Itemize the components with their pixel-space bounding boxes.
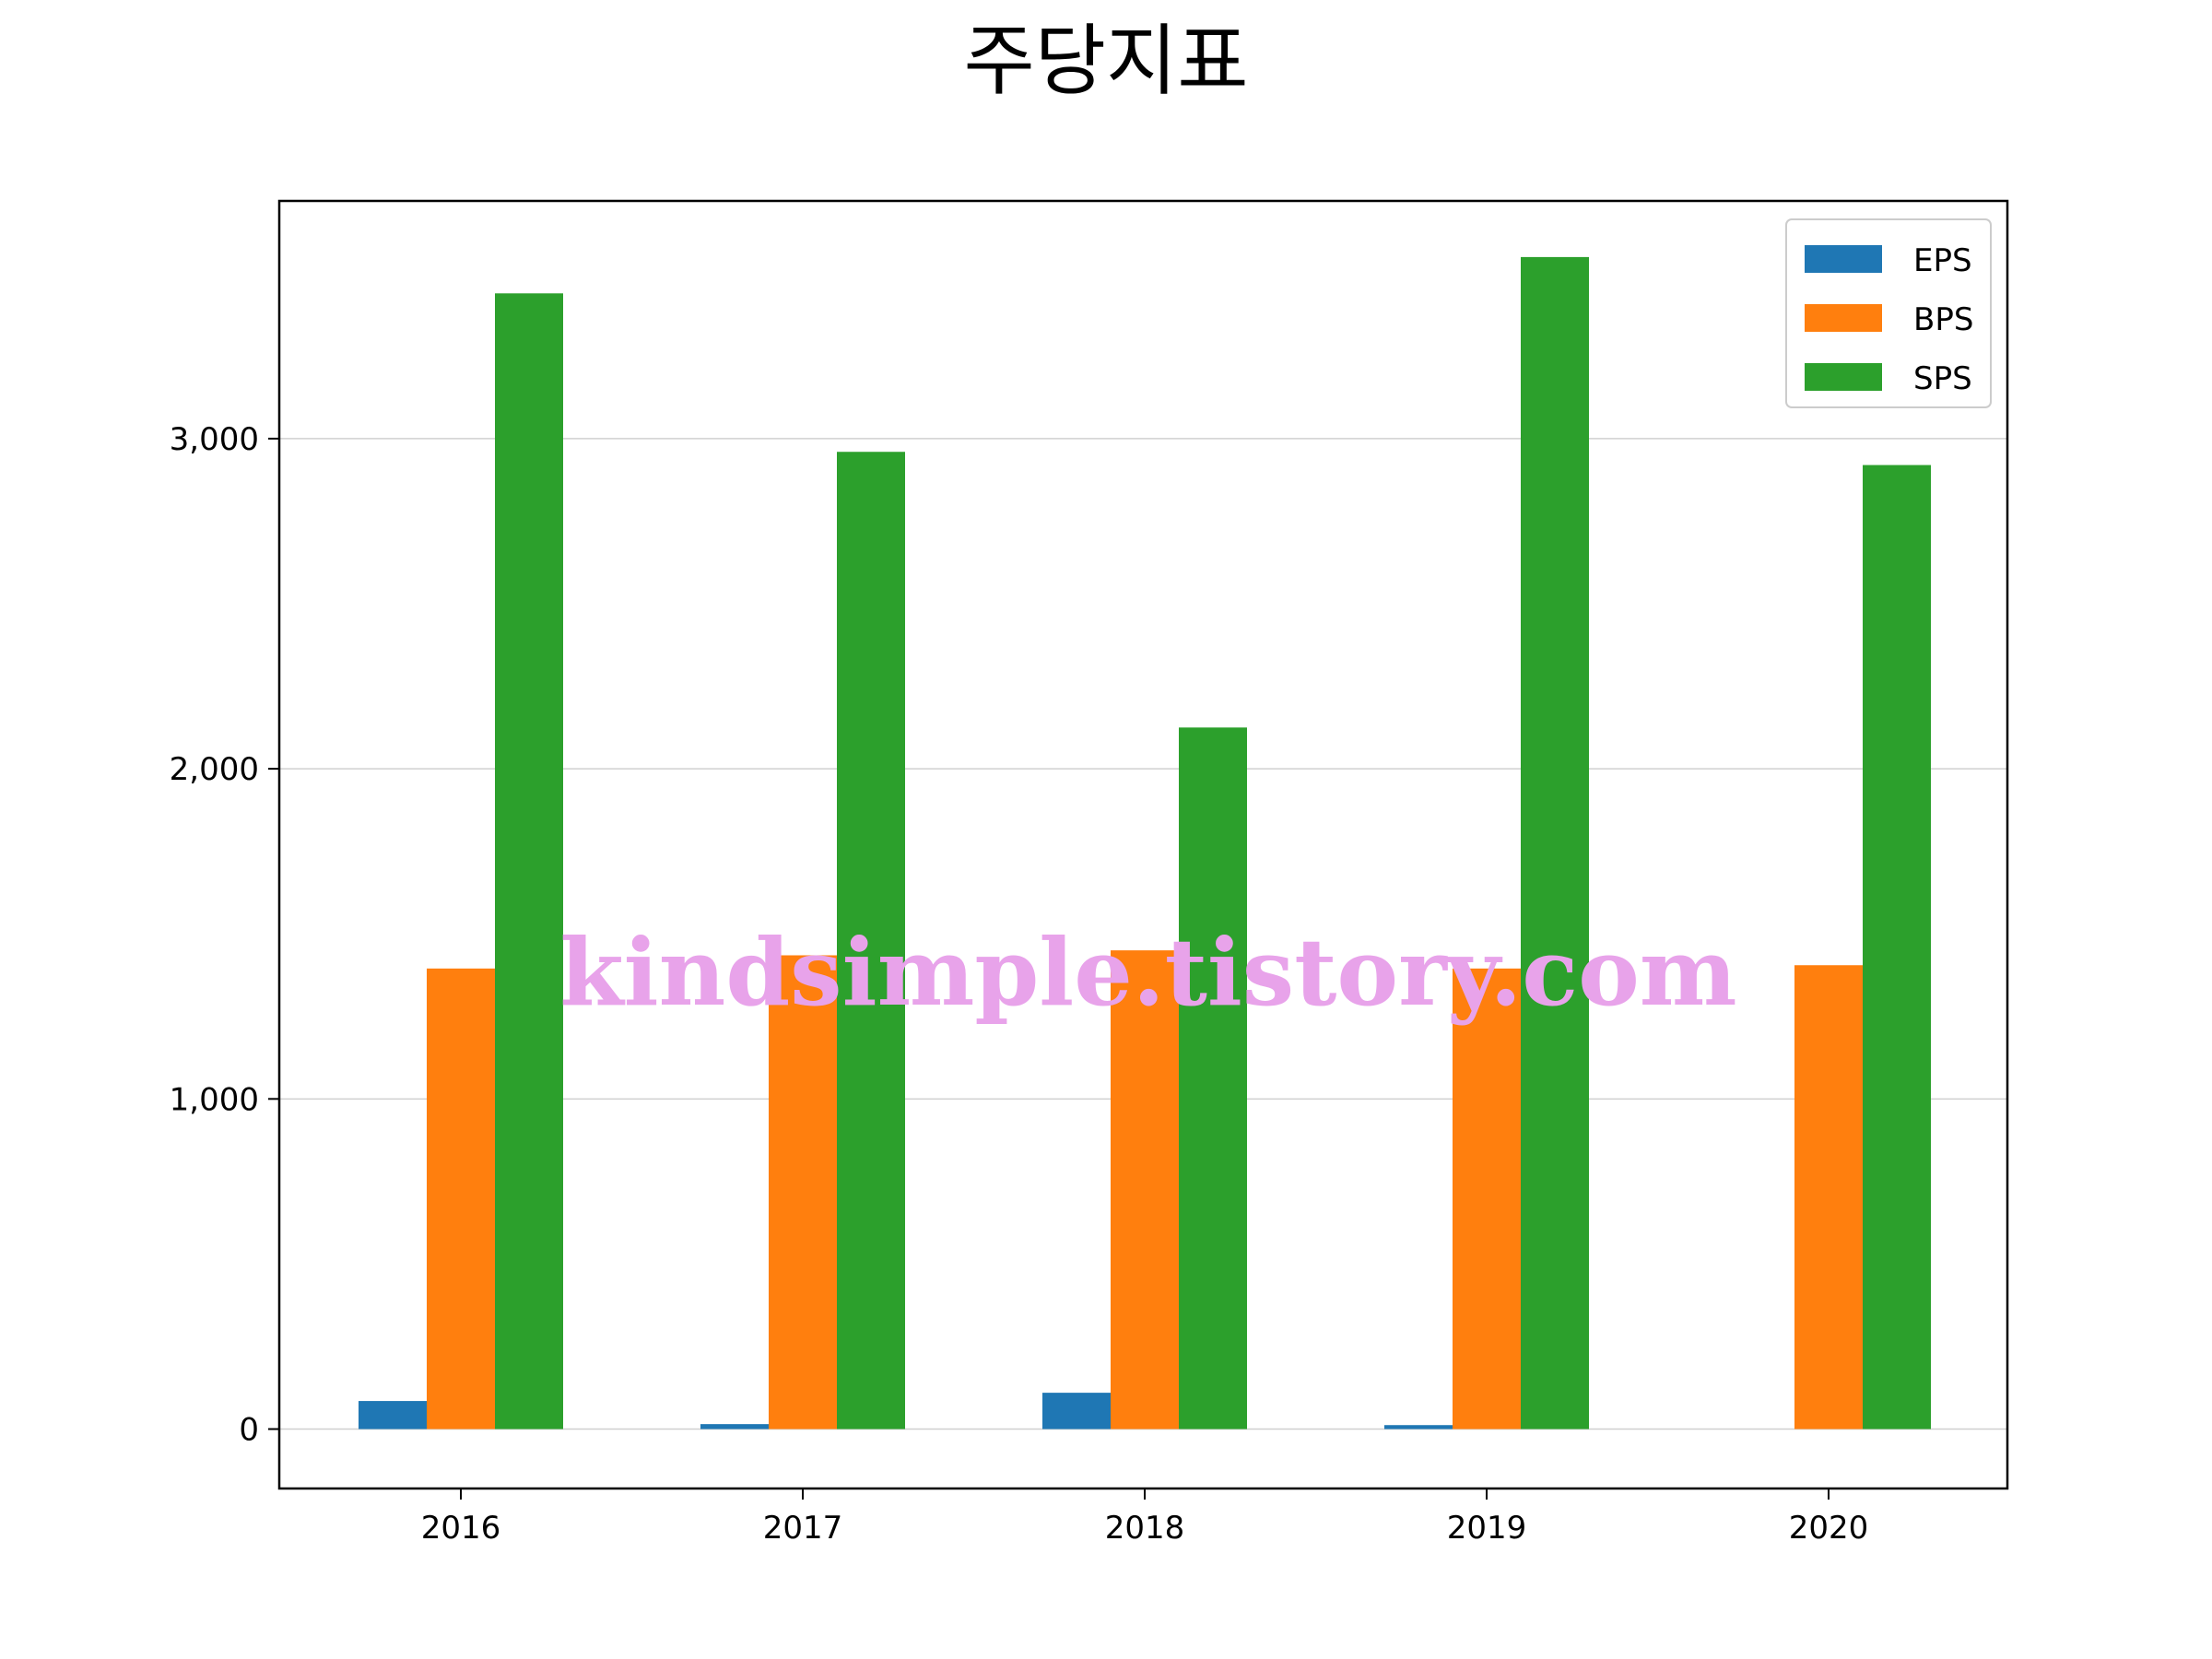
legend-swatch-eps — [1805, 245, 1882, 273]
legend: EPS BPS SPS — [1785, 218, 1992, 408]
y-tick-label: 1,000 — [170, 1081, 259, 1118]
bar-eps-2018 — [1042, 1393, 1111, 1430]
x-tick-label: 2017 — [763, 1510, 843, 1547]
x-tick-label: 2020 — [1789, 1510, 1869, 1547]
chart-title: 주당지표 — [963, 16, 1248, 106]
bar-bps-2019 — [1453, 968, 1521, 1430]
watermark-text: kindsimple.tistory.com — [559, 918, 1736, 1027]
x-tick-label: 2016 — [421, 1510, 501, 1547]
bar-sps-2018 — [1179, 727, 1247, 1430]
bar-bps-2020 — [1794, 965, 1863, 1430]
y-tick-label: 0 — [239, 1412, 259, 1449]
x-axis: 2016 2017 2018 2019 2020 — [421, 1488, 1869, 1547]
bar-bps-2017 — [769, 955, 837, 1430]
x-tick-label: 2018 — [1105, 1510, 1185, 1547]
x-tick-label: 2019 — [1447, 1510, 1527, 1547]
legend-label-eps: EPS — [1913, 242, 1972, 279]
legend-swatch-bps — [1805, 304, 1882, 332]
y-tick-label: 2,000 — [170, 751, 259, 788]
bar-sps-2017 — [837, 452, 905, 1430]
legend-label-bps: BPS — [1913, 301, 1973, 338]
bar-bps-2016 — [427, 968, 495, 1430]
y-tick-label: 3,000 — [170, 421, 259, 458]
bar-sps-2016 — [495, 293, 563, 1430]
bar-bps-2018 — [1111, 950, 1179, 1430]
legend-label-sps: SPS — [1913, 360, 1972, 397]
bar-sps-2019 — [1521, 256, 1589, 1430]
y-axis: 0 1,000 2,000 3,000 — [170, 421, 279, 1449]
bar-eps-2016 — [359, 1401, 427, 1430]
legend-swatch-sps — [1805, 363, 1882, 391]
bars — [359, 256, 1931, 1430]
bar-sps-2020 — [1863, 465, 1931, 1430]
bar-eps-2017 — [700, 1424, 769, 1430]
bar-eps-2019 — [1384, 1425, 1453, 1430]
plot-area-frame — [277, 199, 2009, 1490]
